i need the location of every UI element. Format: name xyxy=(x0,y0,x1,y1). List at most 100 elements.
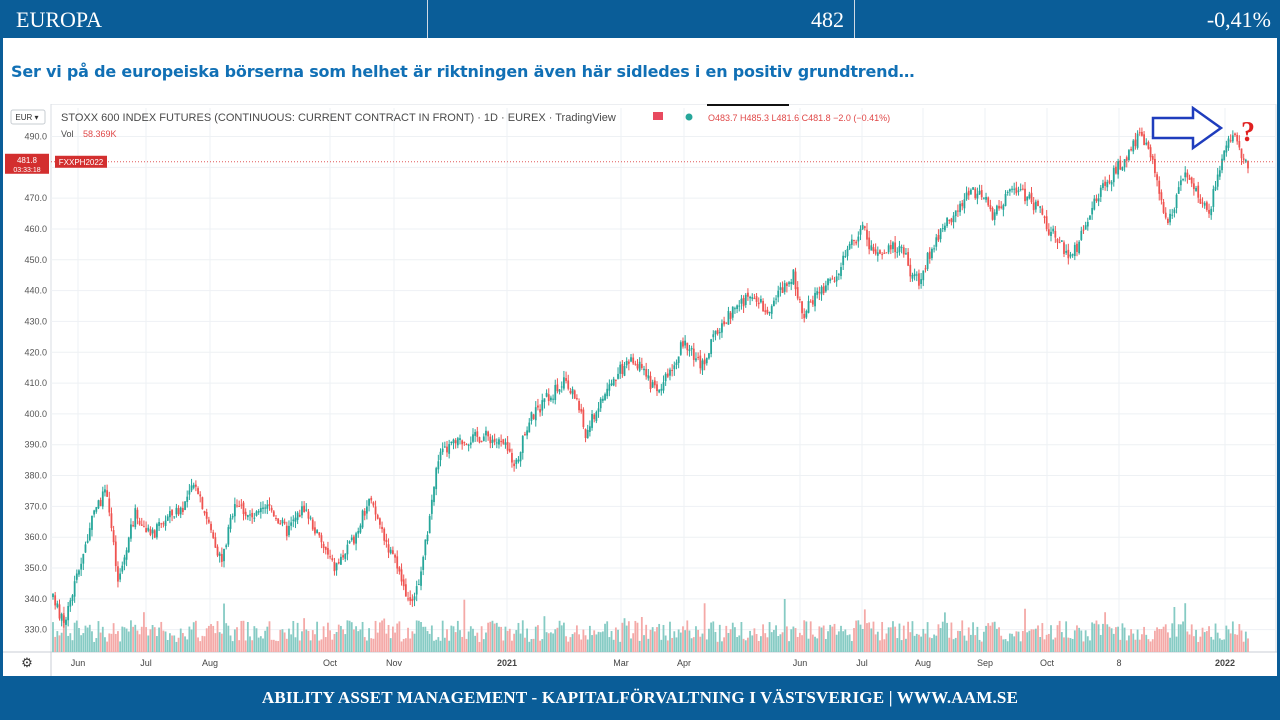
candle-body xyxy=(840,267,842,276)
candle-body xyxy=(322,543,325,548)
candle-body xyxy=(686,342,689,351)
candle xyxy=(504,438,507,449)
candle-body xyxy=(593,414,596,420)
volume-bar xyxy=(526,628,529,652)
candle xyxy=(794,267,797,296)
candle-body xyxy=(855,241,858,244)
candle xyxy=(1145,138,1148,146)
candle xyxy=(1052,225,1055,234)
candle xyxy=(285,521,288,541)
candle-body xyxy=(993,212,996,220)
candle xyxy=(1067,243,1070,265)
volume-bar xyxy=(610,631,613,652)
candle xyxy=(119,568,122,583)
candle-body xyxy=(205,511,208,519)
candle-body xyxy=(829,279,832,281)
candle xyxy=(582,407,585,430)
candle-body xyxy=(407,598,409,600)
candle-body xyxy=(1071,254,1074,256)
candle-body xyxy=(337,562,340,564)
candle xyxy=(666,368,669,379)
candle xyxy=(311,517,314,531)
candle-body xyxy=(820,286,823,295)
candle xyxy=(1151,153,1154,165)
volume-bar xyxy=(402,638,405,652)
candle-body xyxy=(677,356,680,363)
candle-body xyxy=(1112,167,1115,183)
candle-body xyxy=(1141,131,1143,136)
candle xyxy=(88,522,91,542)
volume-bar xyxy=(874,634,877,652)
volume-bar xyxy=(907,621,910,652)
volume-bar xyxy=(530,639,533,652)
candle-body xyxy=(285,525,288,537)
candle-body xyxy=(508,448,511,452)
volume-bar xyxy=(463,599,466,652)
candle xyxy=(279,520,282,525)
candle-body xyxy=(283,521,286,524)
volume-bar xyxy=(803,620,806,652)
candle xyxy=(1227,135,1230,151)
volume-bar xyxy=(660,639,663,652)
candle-body xyxy=(610,383,613,386)
volume-bar xyxy=(608,637,611,652)
candle xyxy=(679,340,682,356)
candle-body xyxy=(928,251,931,259)
candle xyxy=(840,262,842,280)
volume-bar xyxy=(277,641,280,652)
candle-body xyxy=(697,356,700,358)
volume-bar xyxy=(1149,641,1152,652)
candle-body xyxy=(320,535,323,543)
volume-bar xyxy=(366,640,368,652)
volume-bar xyxy=(1110,628,1113,652)
candle-body xyxy=(134,508,137,528)
candle xyxy=(1214,180,1217,192)
candle-body xyxy=(238,505,241,507)
volume-bar xyxy=(272,639,275,652)
volume-bar xyxy=(866,623,868,652)
candle xyxy=(381,521,383,533)
candle-body xyxy=(1240,148,1243,159)
volume-bar xyxy=(565,636,567,652)
candle-body xyxy=(1134,139,1137,147)
volume-bar xyxy=(333,634,336,652)
candle xyxy=(153,529,156,539)
volume-bar xyxy=(770,632,773,652)
candle xyxy=(212,529,215,540)
volume-bar xyxy=(675,637,678,652)
volume-bar xyxy=(545,632,548,652)
volume-bar xyxy=(344,634,347,652)
volume-bar xyxy=(1231,621,1234,652)
volume-bar xyxy=(1019,641,1022,652)
volume-bar xyxy=(1151,639,1154,652)
volume-bar xyxy=(361,621,364,652)
volume-bar xyxy=(1203,632,1206,652)
candle-body xyxy=(212,532,215,538)
candle-body xyxy=(1106,181,1109,188)
volume-bar xyxy=(894,626,897,652)
candle xyxy=(868,230,871,255)
candle-body xyxy=(121,565,124,572)
candle-body xyxy=(275,518,277,520)
volume-bar xyxy=(450,625,453,652)
candle-body xyxy=(792,269,795,285)
candle-body xyxy=(268,504,271,506)
volume-bar xyxy=(712,621,715,652)
candlestick-chart[interactable]: 490.0480.0470.0460.0450.0440.0430.0420.0… xyxy=(3,104,1277,676)
candle-body xyxy=(781,287,784,293)
candle xyxy=(236,499,238,508)
candle-body xyxy=(747,292,749,297)
candle xyxy=(318,532,321,538)
candle-body xyxy=(1128,150,1130,161)
candle xyxy=(1240,148,1243,165)
candle-body xyxy=(1125,157,1128,161)
candle xyxy=(506,436,509,454)
volume-bar xyxy=(1234,634,1236,652)
volume-bar xyxy=(662,624,665,652)
candle-body xyxy=(941,227,944,229)
volume-bar xyxy=(755,634,758,652)
candle xyxy=(472,428,474,444)
candle xyxy=(1058,236,1061,244)
candle xyxy=(653,377,656,389)
candle-body xyxy=(1149,147,1152,158)
